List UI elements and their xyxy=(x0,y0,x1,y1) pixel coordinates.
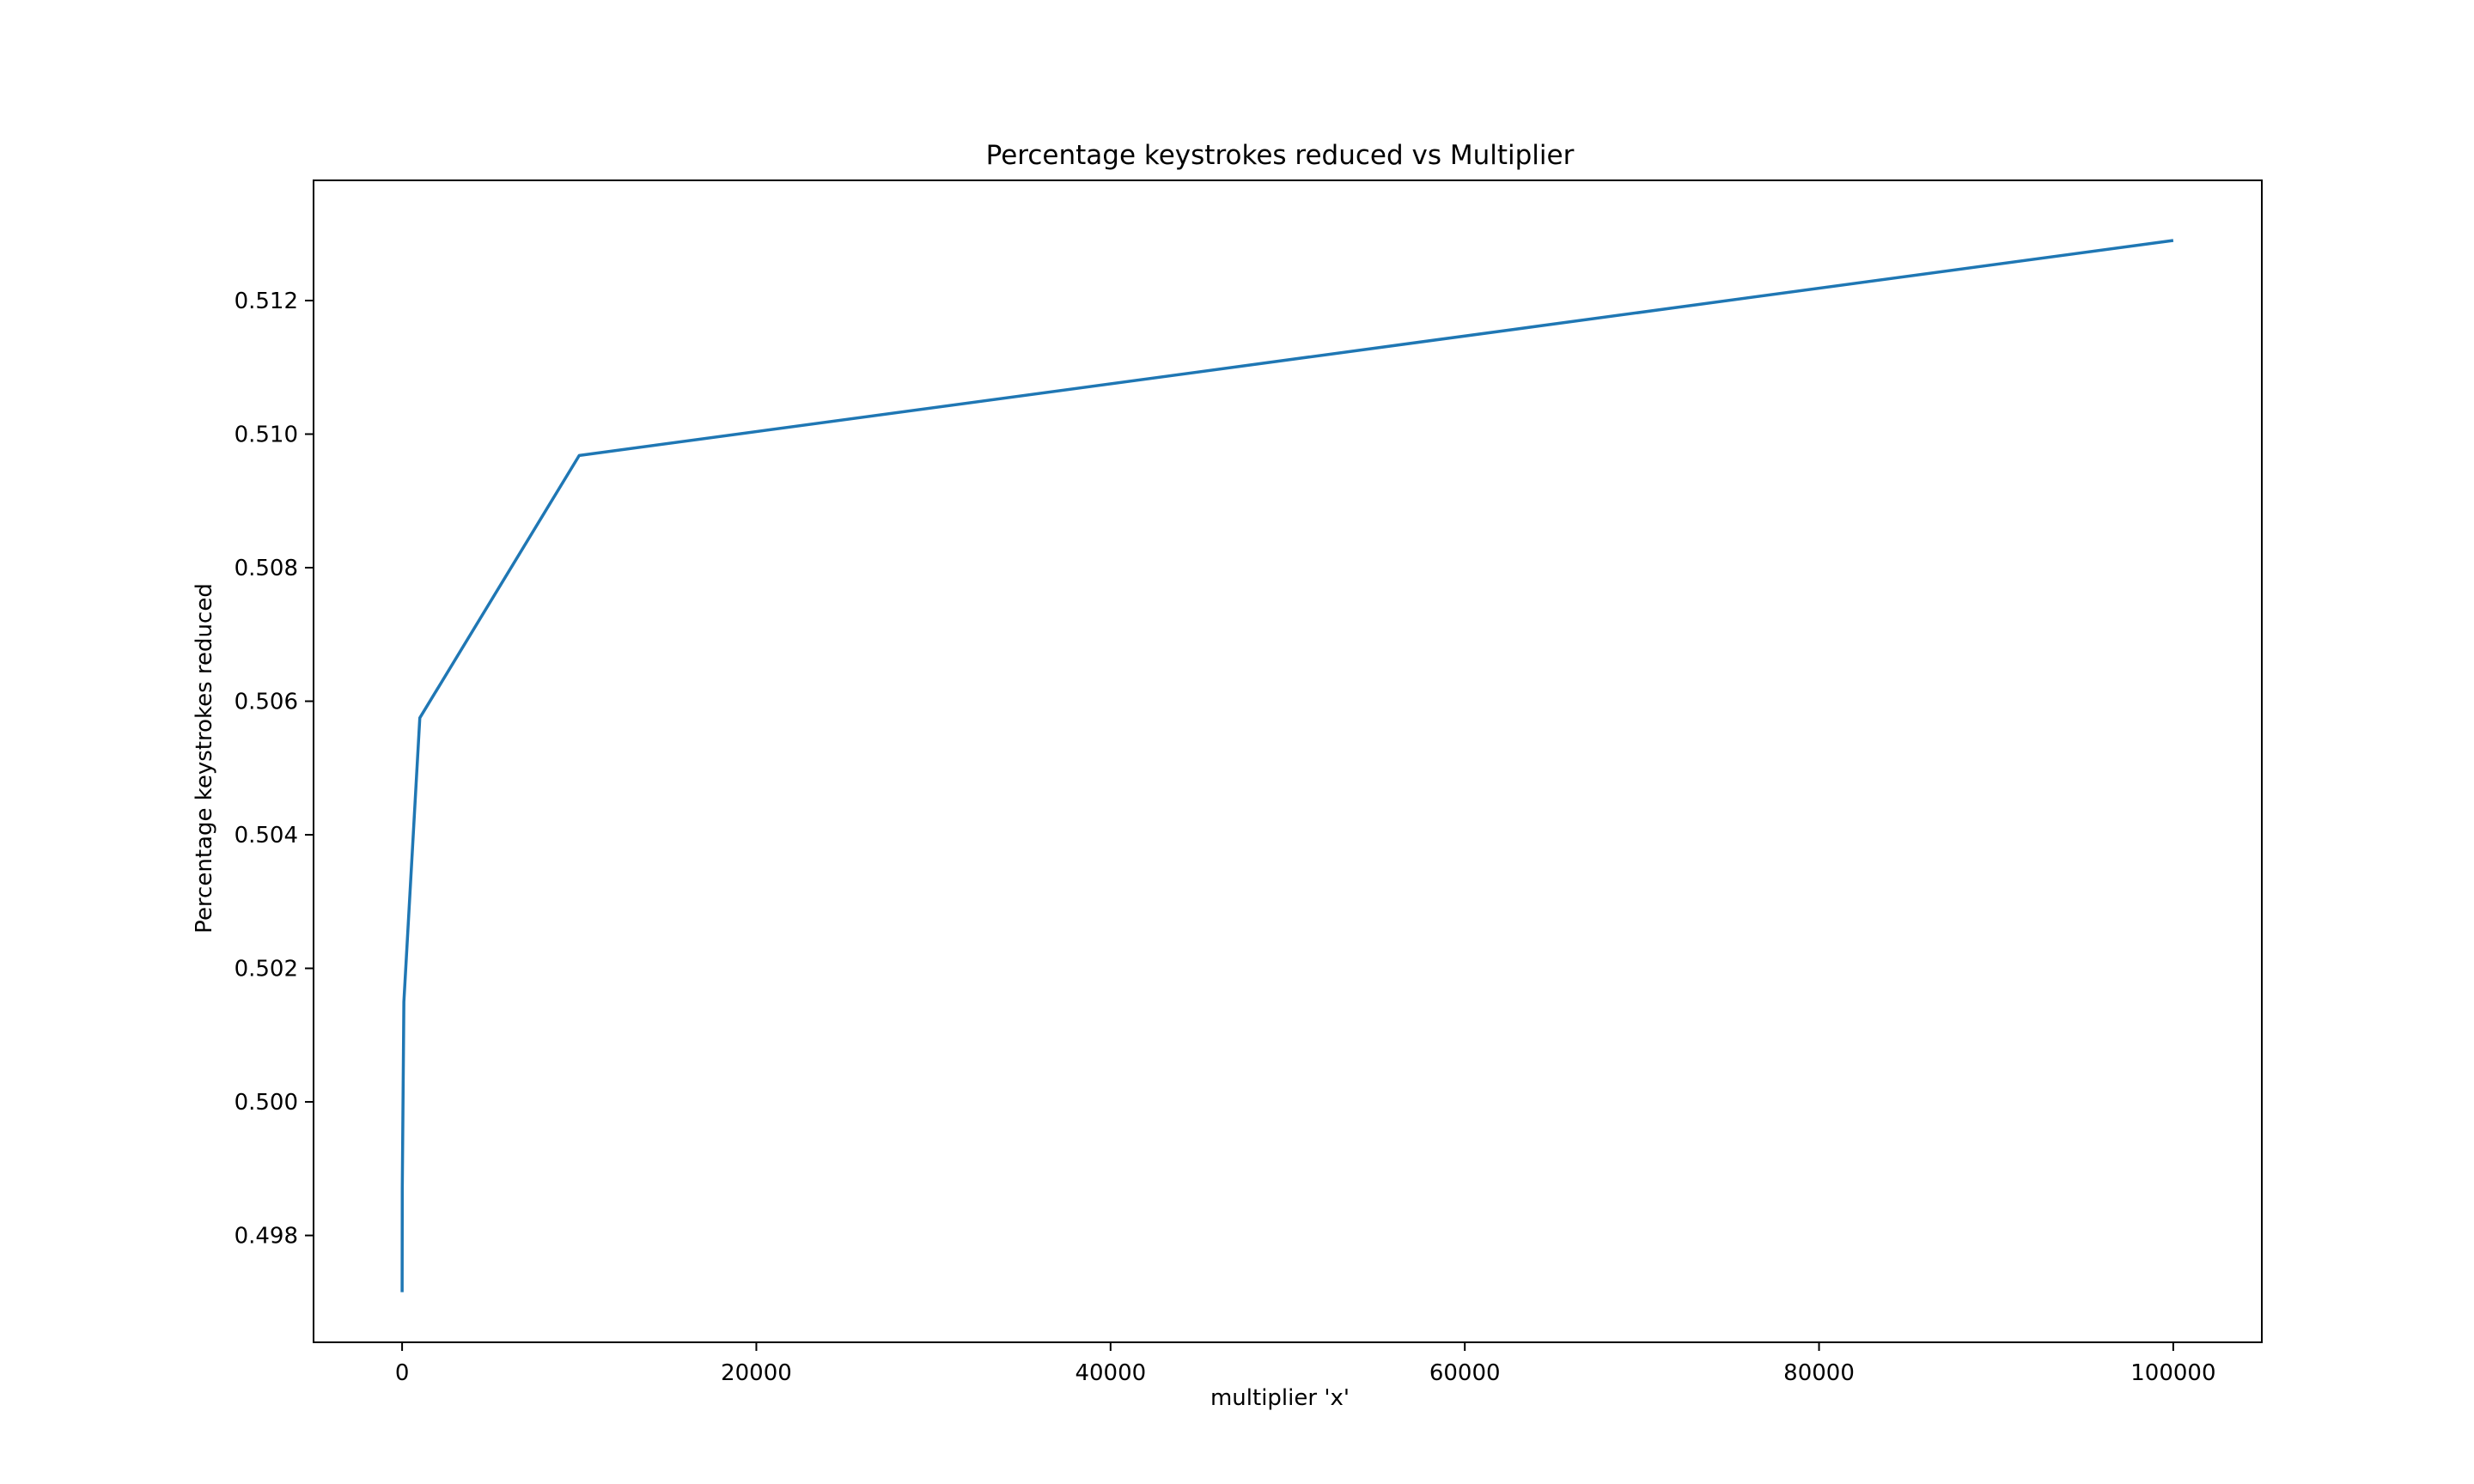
x-tick-label: 60000 xyxy=(1429,1360,1501,1386)
chart-title: Percentage keystrokes reduced vs Multipl… xyxy=(986,140,1575,171)
y-tick-label: 0.506 xyxy=(235,690,298,715)
y-tick-label: 0.498 xyxy=(235,1224,298,1250)
x-tick-label: 40000 xyxy=(1075,1360,1146,1386)
y-tick-label: 0.510 xyxy=(235,422,298,447)
x-tick-label: 20000 xyxy=(721,1360,792,1386)
plot-area: 0 20000 40000 60000 80000 100000 0.498 0.500 0.5… xyxy=(235,179,2263,1386)
x-axis-label: multiplier 'x' xyxy=(1210,1385,1350,1411)
series-line xyxy=(400,239,2174,1292)
x-tick-label: 0 xyxy=(395,1360,410,1386)
y-tick-label: 0.508 xyxy=(235,556,298,581)
y-axis-label: Percentage keystrokes reduced xyxy=(192,583,217,934)
y-tick-label: 0.502 xyxy=(235,957,298,982)
x-tick-label: 80000 xyxy=(1783,1360,1855,1386)
y-tick-label: 0.504 xyxy=(235,823,298,848)
plot-frame xyxy=(313,179,2263,1343)
y-tick-label: 0.500 xyxy=(235,1090,298,1116)
y-tick-label: 0.512 xyxy=(235,289,298,314)
x-tick-label: 100000 xyxy=(2130,1360,2215,1386)
